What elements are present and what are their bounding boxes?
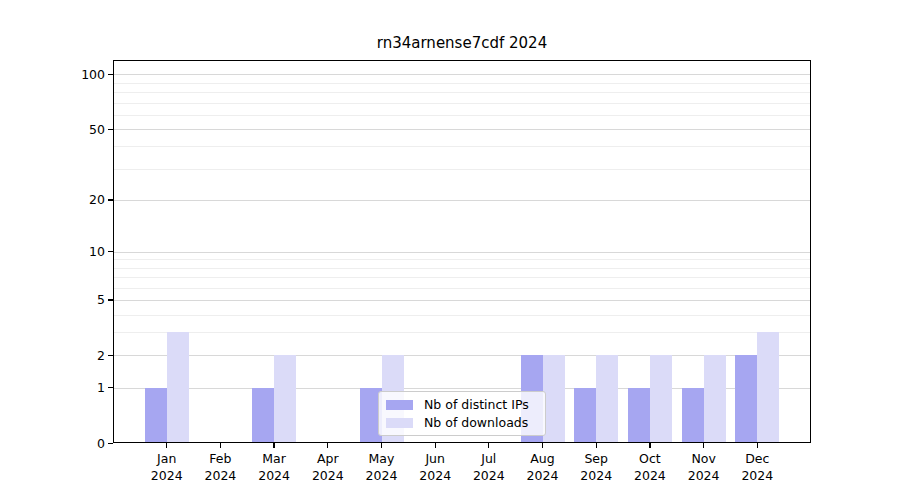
y-tick-label: 10 bbox=[0, 244, 105, 259]
y-tick-label: 2 bbox=[0, 348, 105, 363]
legend: Nb of distinct IPs Nb of downloads bbox=[378, 391, 546, 436]
x-tick-label: Apr 2024 bbox=[298, 451, 358, 484]
y-gridline-minor bbox=[113, 259, 811, 260]
y-gridline-major bbox=[113, 252, 811, 253]
y-gridline-minor bbox=[113, 92, 811, 93]
y-gridline-major bbox=[113, 129, 811, 130]
bar-downloads-oct bbox=[650, 355, 672, 443]
y-gridline-minor bbox=[113, 315, 811, 316]
x-tick-label: Mar 2024 bbox=[244, 451, 304, 484]
x-tick-mark bbox=[757, 443, 758, 448]
legend-row-downloads: Nb of downloads bbox=[386, 416, 538, 430]
legend-label-distinct-ips: Nb of distinct IPs bbox=[424, 398, 529, 412]
bar-distinct-ips-mar bbox=[252, 388, 274, 443]
x-tick-label: Jun 2024 bbox=[405, 451, 465, 484]
x-tick-label: Feb 2024 bbox=[190, 451, 250, 484]
y-tick-mark bbox=[108, 74, 113, 75]
x-tick-label: Oct 2024 bbox=[620, 451, 680, 484]
y-gridline-minor bbox=[113, 169, 811, 170]
y-tick-mark bbox=[108, 355, 113, 356]
bar-distinct-ips-nov bbox=[682, 388, 704, 443]
bar-distinct-ips-dec bbox=[735, 355, 757, 443]
y-gridline-major bbox=[113, 300, 811, 301]
y-gridline-minor bbox=[113, 146, 811, 147]
y-tick-mark bbox=[108, 387, 113, 388]
y-gridline-minor bbox=[113, 332, 811, 333]
x-tick-label: Aug 2024 bbox=[513, 451, 573, 484]
y-gridline-major bbox=[113, 200, 811, 201]
y-tick-label: 20 bbox=[0, 192, 105, 207]
legend-swatch-distinct-ips bbox=[386, 400, 413, 410]
x-tick-mark bbox=[542, 443, 543, 448]
x-tick-mark bbox=[488, 443, 489, 448]
x-tick-mark bbox=[596, 443, 597, 448]
bar-downloads-nov bbox=[704, 355, 726, 443]
x-tick-mark bbox=[435, 443, 436, 448]
x-tick-label: Nov 2024 bbox=[674, 451, 734, 484]
bar-downloads-dec bbox=[757, 332, 779, 443]
y-gridline-minor bbox=[113, 268, 811, 269]
x-tick-mark bbox=[703, 443, 704, 448]
y-tick-label: 1 bbox=[0, 380, 105, 395]
bar-distinct-ips-oct bbox=[628, 388, 650, 443]
y-gridline-minor bbox=[113, 83, 811, 84]
y-gridline-major bbox=[113, 74, 811, 75]
bar-distinct-ips-jan bbox=[145, 388, 167, 443]
x-tick-label: Sep 2024 bbox=[566, 451, 626, 484]
x-tick-mark bbox=[649, 443, 650, 448]
y-gridline-minor bbox=[113, 115, 811, 116]
y-tick-label: 0 bbox=[0, 436, 105, 451]
y-gridline-minor bbox=[113, 288, 811, 289]
y-tick-label: 100 bbox=[0, 67, 105, 82]
y-tick-mark bbox=[108, 199, 113, 200]
x-tick-label: Dec 2024 bbox=[727, 451, 787, 484]
bar-downloads-jan bbox=[167, 332, 189, 443]
x-tick-label: Jul 2024 bbox=[459, 451, 519, 484]
y-gridline-minor bbox=[113, 277, 811, 278]
legend-swatch-downloads bbox=[386, 418, 413, 428]
y-tick-mark bbox=[108, 443, 113, 444]
chart-title: rn34arnense7cdf 2024 bbox=[113, 34, 811, 53]
bar-distinct-ips-sep bbox=[574, 388, 596, 443]
y-tick-label: 50 bbox=[0, 122, 105, 137]
x-tick-label: May 2024 bbox=[352, 451, 412, 484]
chart-figure: rn34arnense7cdf 2024 Nb of distinct IPs … bbox=[0, 0, 900, 500]
x-tick-mark bbox=[220, 443, 221, 448]
bar-downloads-sep bbox=[596, 355, 618, 443]
y-tick-mark bbox=[108, 251, 113, 252]
x-tick-label: Jan 2024 bbox=[137, 451, 197, 484]
y-tick-mark bbox=[108, 299, 113, 300]
x-tick-mark bbox=[166, 443, 167, 448]
y-gridline-minor bbox=[113, 103, 811, 104]
y-tick-label: 5 bbox=[0, 292, 105, 307]
x-tick-mark bbox=[327, 443, 328, 448]
legend-row-distinct-ips: Nb of distinct IPs bbox=[386, 398, 538, 412]
y-tick-mark bbox=[108, 129, 113, 130]
bar-downloads-mar bbox=[274, 355, 296, 443]
legend-label-downloads: Nb of downloads bbox=[424, 416, 528, 430]
x-tick-mark bbox=[381, 443, 382, 448]
x-tick-mark bbox=[273, 443, 274, 448]
